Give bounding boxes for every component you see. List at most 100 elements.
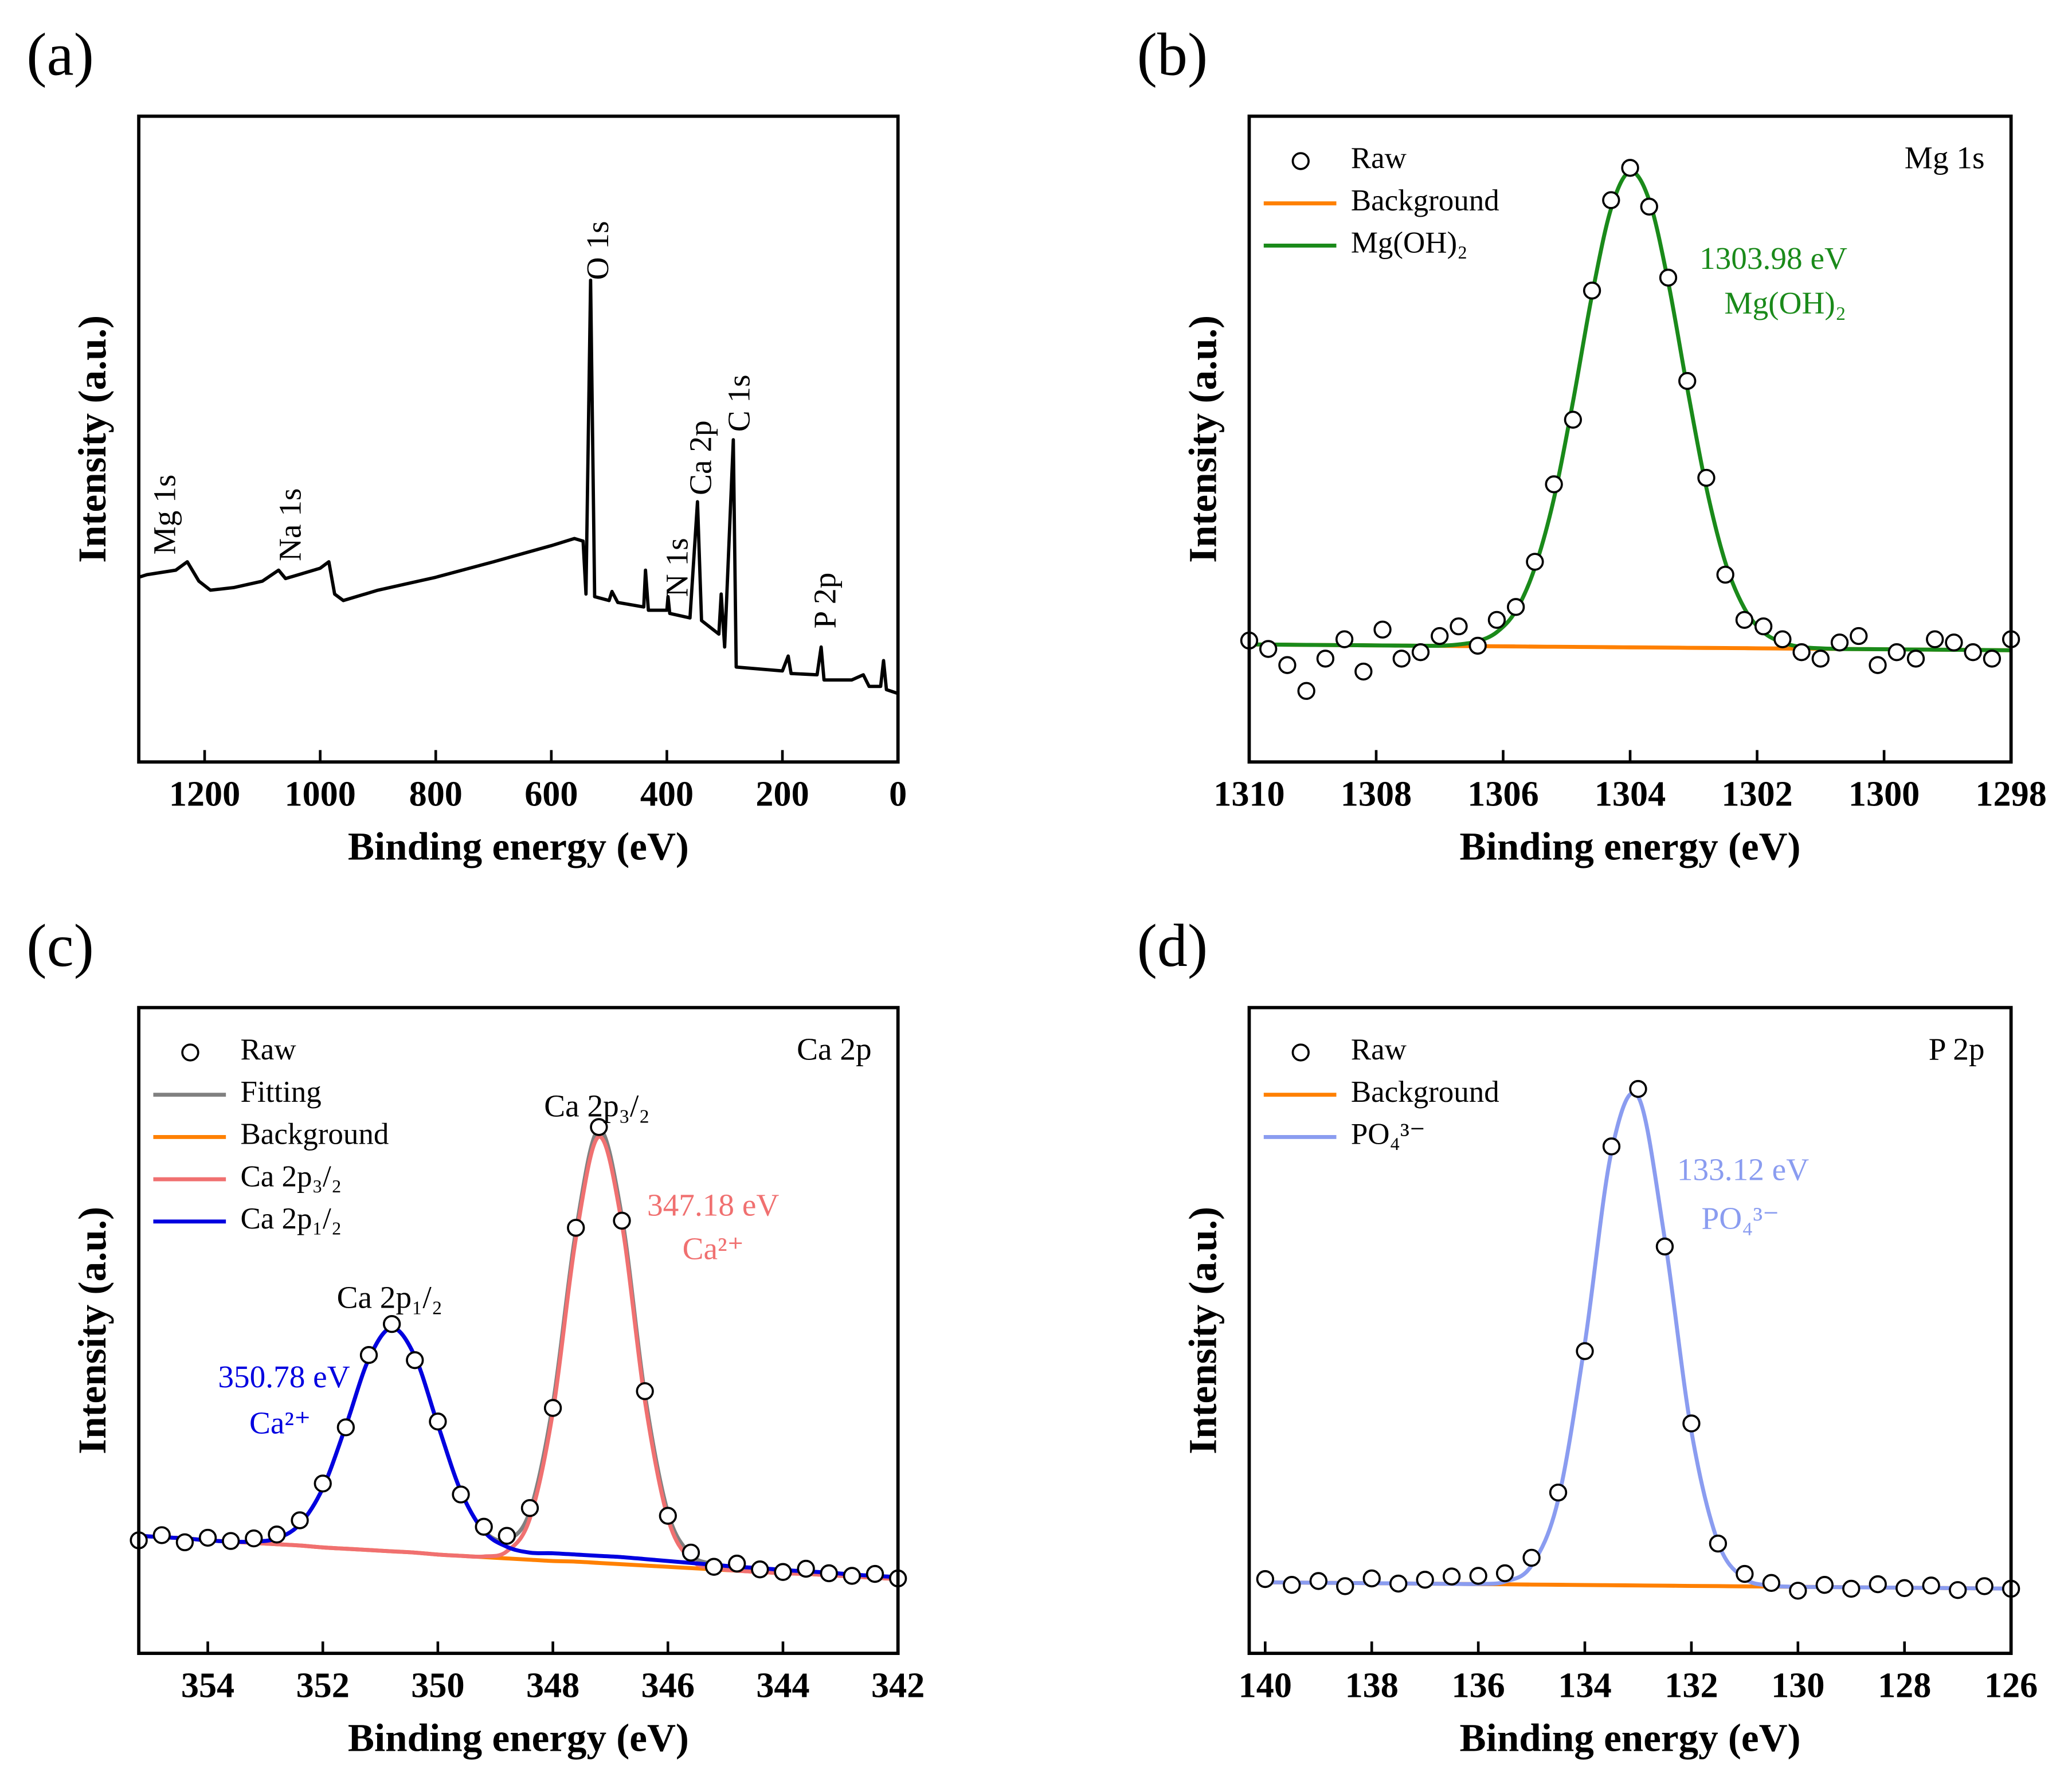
raw-point	[1850, 627, 1868, 645]
raw-point	[336, 1418, 355, 1437]
raw-point	[1792, 643, 1811, 662]
raw-point	[1773, 630, 1792, 648]
raw-point	[452, 1485, 470, 1504]
x-tick-label: 1200	[169, 775, 240, 814]
x-tick-label: 346	[641, 1666, 695, 1705]
legend-label: Ca 2p₃/₂	[240, 1160, 342, 1193]
legend-label: Raw	[1351, 1033, 1407, 1066]
raw-point	[1545, 475, 1563, 494]
annotation: O 1s	[580, 221, 615, 280]
x-tick-label: 354	[181, 1666, 234, 1705]
x-tick-label: 344	[756, 1666, 809, 1705]
x-tick-label: 134	[1558, 1666, 1611, 1705]
plot-frame	[1247, 1005, 2013, 1656]
raw-point	[1887, 643, 1906, 662]
raw-point	[1697, 468, 1716, 487]
raw-point	[1278, 656, 1297, 674]
x-tick-label: 1306	[1467, 775, 1538, 814]
plot-frame	[137, 114, 900, 764]
raw-point	[1576, 1342, 1594, 1360]
raw-point	[704, 1558, 723, 1576]
raw-point	[1922, 1576, 1940, 1595]
raw-point	[1431, 627, 1449, 645]
x-tick-label: 600	[524, 775, 578, 814]
raw-point	[1392, 649, 1411, 668]
raw-point	[359, 1346, 378, 1364]
x-tick-label: 350	[411, 1666, 464, 1705]
raw-point	[774, 1563, 792, 1581]
raw-point	[1830, 633, 1849, 652]
raw-point	[567, 1219, 585, 1237]
raw-point	[1682, 1414, 1701, 1433]
raw-point	[1678, 371, 1697, 390]
raw-point	[268, 1525, 286, 1544]
raw-point	[1815, 1576, 1834, 1594]
legend-label: Ca 2p₁/₂	[240, 1202, 342, 1235]
raw-point	[1621, 159, 1639, 177]
raw-point	[1442, 1567, 1461, 1586]
raw-point	[245, 1529, 263, 1548]
raw-point	[1469, 1567, 1487, 1585]
raw-point	[1735, 611, 1754, 629]
raw-point	[1450, 617, 1468, 636]
raw-point	[1716, 565, 1734, 584]
raw-point	[1789, 1582, 1807, 1600]
y-axis-label: Intensity (a.u.)	[70, 1207, 114, 1454]
legend-marker	[1291, 1043, 1310, 1062]
x-tick-label: 136	[1451, 1666, 1505, 1705]
raw-point	[1736, 1564, 1754, 1583]
panel-title: Mg 1s	[1905, 140, 1985, 175]
annotation: 1303.98 eV	[1699, 241, 1847, 276]
x-tick-label: 342	[871, 1666, 925, 1705]
raw-point	[406, 1351, 424, 1370]
raw-point	[1762, 1574, 1781, 1593]
raw-point	[1259, 640, 1278, 658]
x-tick-label: 1302	[1721, 775, 1792, 814]
legend-label: Background	[1351, 184, 1499, 217]
raw-point	[1354, 662, 1373, 681]
raw-point	[1336, 1577, 1354, 1595]
x-axis-label: Binding energy (eV)	[1460, 824, 1801, 868]
x-tick-label: 800	[409, 775, 463, 814]
annotation: Ca 2p₁/₂	[337, 1280, 442, 1315]
raw-point	[1811, 649, 1830, 668]
raw-point	[1602, 1137, 1621, 1156]
raw-point	[1906, 649, 1925, 668]
curve	[1265, 1091, 2011, 1591]
annotation: N 1s	[659, 538, 694, 597]
annotation: Mg 1s	[147, 475, 182, 555]
legend-label: Raw	[1351, 142, 1407, 175]
raw-point	[843, 1567, 861, 1585]
raw-point	[820, 1564, 838, 1583]
raw-point	[865, 1564, 884, 1583]
raw-point	[1964, 643, 1982, 662]
annotation: PO₄³⁻	[1702, 1201, 1780, 1236]
raw-point	[1526, 553, 1544, 571]
x-tick-label: 128	[1878, 1666, 1931, 1705]
raw-point	[1416, 1571, 1434, 1589]
raw-point	[1602, 191, 1620, 209]
raw-point	[1316, 649, 1335, 668]
legend-label: Fitting	[240, 1075, 321, 1109]
x-tick-label: 0	[889, 775, 907, 814]
raw-point	[1335, 630, 1354, 648]
x-tick-label: 1310	[1213, 775, 1284, 814]
raw-point	[1659, 268, 1678, 287]
raw-point	[1655, 1237, 1674, 1256]
raw-point	[1506, 598, 1525, 616]
raw-point	[1842, 1579, 1861, 1598]
annotation: Na 1s	[272, 488, 307, 561]
raw-point	[291, 1511, 309, 1529]
raw-point	[1487, 611, 1506, 629]
raw-point	[1583, 281, 1601, 300]
raw-point	[1754, 617, 1773, 636]
legend-label: Background	[1351, 1075, 1499, 1109]
raw-point	[429, 1413, 447, 1431]
raw-point	[1869, 1575, 1887, 1594]
raw-point	[1869, 656, 1887, 674]
raw-point	[314, 1474, 332, 1493]
raw-point	[1297, 682, 1315, 700]
raw-point	[1522, 1548, 1541, 1567]
x-tick-label: 400	[640, 775, 694, 814]
